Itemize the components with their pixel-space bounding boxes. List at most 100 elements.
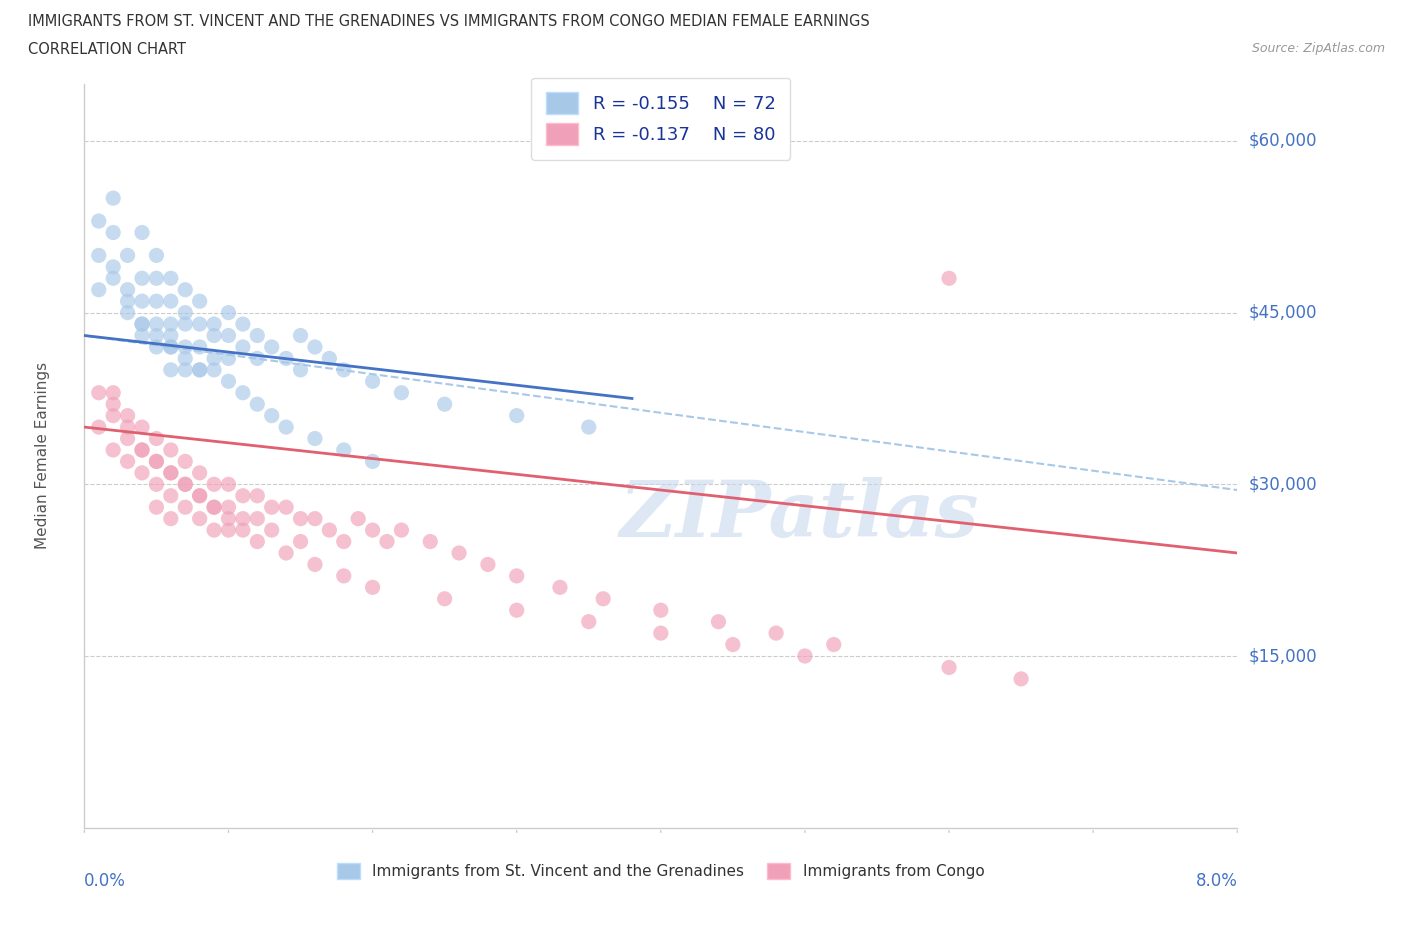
Point [131,316,153,331]
Text: Median Female Earnings: Median Female Earnings [35,362,49,550]
Point [290,534,312,549]
Point [232,512,254,526]
Point [117,294,139,309]
Point [188,363,211,378]
Point [276,546,298,561]
Point [202,316,225,331]
Point [650,626,672,641]
Text: $15,000: $15,000 [1249,647,1317,665]
Point [333,443,356,458]
Point [117,419,139,434]
Point [145,454,167,469]
Point [145,248,167,263]
Point [87,385,110,400]
Point [938,660,960,675]
Point [333,534,356,549]
Point [794,648,817,663]
Point [218,305,240,320]
Point [188,488,211,503]
Point [87,283,110,298]
Point [304,512,326,526]
Point [131,419,153,434]
Point [131,465,153,480]
Point [218,351,240,365]
Point [290,512,312,526]
Point [188,488,211,503]
Point [218,523,240,538]
Point [246,488,269,503]
Point [174,477,197,492]
Point [103,397,124,412]
Point [592,591,614,606]
Point [318,351,340,365]
Point [188,339,211,354]
Point [232,339,254,354]
Point [117,283,139,298]
Point [218,328,240,343]
Point [145,328,167,343]
Point [260,499,283,514]
Point [117,408,139,423]
Point [333,363,356,378]
Point [361,454,384,469]
Point [160,512,183,526]
Point [361,374,384,389]
Point [103,271,124,286]
Point [145,477,167,492]
Point [276,351,298,365]
Text: $30,000: $30,000 [1249,475,1317,493]
Point [260,339,283,354]
Point [117,248,139,263]
Point [202,499,225,514]
Point [103,225,124,240]
Point [202,499,225,514]
Point [260,408,283,423]
Point [174,283,197,298]
Legend: Immigrants from St. Vincent and the Grenadines, Immigrants from Congo: Immigrants from St. Vincent and the Gren… [330,856,991,887]
Point [707,614,730,629]
Point [202,328,225,343]
Point [188,363,211,378]
Point [103,385,124,400]
Point [304,557,326,572]
Point [174,316,197,331]
Point [145,339,167,354]
Text: Source: ZipAtlas.com: Source: ZipAtlas.com [1251,42,1385,55]
Point [506,568,529,583]
Point [246,397,269,412]
Point [103,191,124,206]
Point [202,351,225,365]
Point [160,465,183,480]
Point [87,419,110,434]
Text: CORRELATION CHART: CORRELATION CHART [28,42,186,57]
Point [246,512,269,526]
Point [347,512,370,526]
Point [160,294,183,309]
Point [174,499,197,514]
Point [246,351,269,365]
Point [449,546,471,561]
Point [117,454,139,469]
Point [160,328,183,343]
Point [174,477,197,492]
Point [145,432,167,446]
Point [333,568,356,583]
Point [188,465,211,480]
Point [419,534,441,549]
Point [131,443,153,458]
Point [218,477,240,492]
Point [131,316,153,331]
Text: 0.0%: 0.0% [84,872,127,890]
Point [578,419,600,434]
Point [117,305,139,320]
Point [160,443,183,458]
Text: 8.0%: 8.0% [1195,872,1237,890]
Point [433,591,456,606]
Text: ZIPatlas: ZIPatlas [620,477,979,553]
Point [145,499,167,514]
Point [218,374,240,389]
Point [361,580,384,595]
Point [232,523,254,538]
Point [290,328,312,343]
Point [232,488,254,503]
